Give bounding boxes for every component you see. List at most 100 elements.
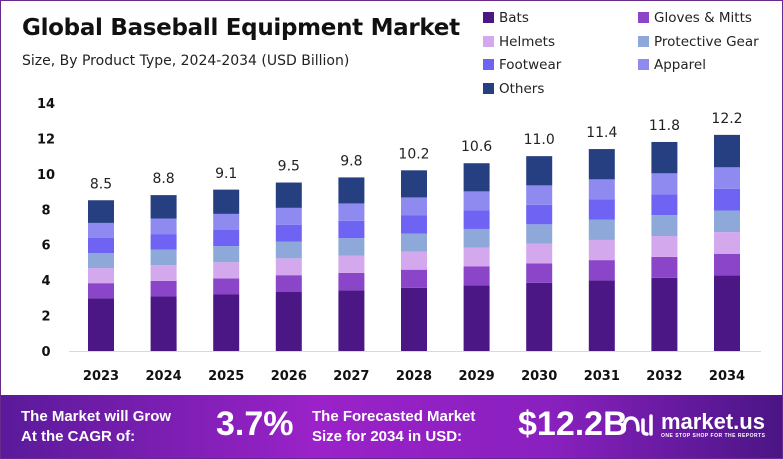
- bar-segment-bats-2032: [651, 277, 678, 351]
- y-tick-label: 2: [41, 310, 50, 325]
- bar-segment-gloves-mitts-2025: [213, 278, 240, 295]
- bar-segment-apparel-2024: [150, 218, 177, 235]
- bar-segment-footwear-2023: [88, 237, 114, 254]
- bar-segment-bats-2026: [275, 292, 302, 351]
- data-label: 10.2: [398, 146, 429, 162]
- bar-segment-others-2025: [213, 189, 240, 214]
- legend-item: Footwear: [483, 57, 561, 73]
- bar-segment-apparel-2023: [88, 222, 114, 238]
- legend-swatch: [483, 82, 494, 94]
- y-tick-label: 4: [41, 274, 50, 289]
- legend-swatch: [638, 59, 649, 70]
- forecast-value: $12.2B: [518, 405, 628, 443]
- y-tick-label: 0: [41, 345, 50, 360]
- bar-segment-protective-gear-2034: [714, 210, 740, 233]
- bar-segment-gloves-mitts-2034: [714, 253, 740, 276]
- bar-segment-helmets-2031: [588, 239, 615, 261]
- bar-segment-bats-2031: [588, 280, 615, 351]
- bar-segment-bats-2028: [401, 287, 427, 351]
- data-label: 9.5: [278, 159, 300, 175]
- x-tick-label: 2034: [709, 369, 745, 384]
- data-label: 11.8: [649, 118, 680, 134]
- data-label: 11.0: [524, 132, 555, 148]
- legend-swatch: [638, 35, 649, 47]
- legend-label: Footwear: [499, 57, 562, 73]
- brand-tagline: ONE STOP SHOP FOR THE REPORTS: [661, 433, 766, 439]
- bar-segment-helmets-2032: [651, 236, 678, 257]
- legend-label: Others: [499, 80, 545, 97]
- bar-segment-gloves-mitts-2032: [651, 256, 678, 278]
- data-label: 9.8: [340, 153, 362, 169]
- x-tick-label: 2029: [459, 369, 495, 384]
- bar-segment-footwear-2030: [526, 204, 553, 225]
- data-label: 11.4: [586, 125, 617, 141]
- legend-item: Bats: [483, 10, 529, 26]
- legend-label: Bats: [499, 10, 529, 26]
- bar-segment-helmets-2030: [526, 243, 553, 264]
- bar-segment-protective-gear-2028: [401, 233, 427, 252]
- bar-segment-protective-gear-2025: [213, 246, 240, 263]
- bar-segment-helmets-2026: [275, 258, 302, 276]
- bar-segment-helmets-2034: [714, 232, 740, 254]
- bar-segment-gloves-mitts-2031: [588, 260, 615, 281]
- x-tick-label: 2028: [396, 369, 432, 384]
- legend-label: Gloves & Mitts: [654, 10, 752, 26]
- legend-item: Helmets: [483, 34, 555, 50]
- bar-segment-bats-2030: [526, 282, 553, 351]
- x-tick-label: 2023: [83, 369, 119, 384]
- bar-chart: 0 2 4 6 8 10 12 14 8.5 2023 8.8 2024 9.1 2025 9.5 2026 9…: [37, 97, 761, 384]
- bar-segment-gloves-mitts-2026: [275, 275, 302, 293]
- footer-banner: The Market will Grow At the CAGR of: 3.7…: [1, 395, 782, 458]
- legend-label: Helmets: [499, 33, 555, 50]
- x-tick-label: 2030: [521, 369, 557, 384]
- bar-segment-apparel-2030: [526, 185, 553, 205]
- bar-segment-helmets-2027: [338, 255, 365, 273]
- legend-swatch: [638, 12, 649, 23]
- bar-segment-others-2030: [526, 156, 553, 186]
- bar-segment-gloves-mitts-2029: [463, 266, 490, 286]
- bar-segment-gloves-mitts-2028: [401, 269, 427, 288]
- bar-segment-bats-2024: [150, 296, 177, 351]
- bar-segment-others-2028: [401, 170, 427, 198]
- bar-segment-footwear-2029: [463, 210, 490, 229]
- bar-segment-gloves-mitts-2024: [150, 280, 177, 297]
- bar-segment-protective-gear-2026: [275, 241, 302, 259]
- bar-segment-apparel-2027: [338, 203, 365, 221]
- data-label: 8.8: [152, 171, 174, 187]
- legend-item: Apparel: [638, 57, 706, 73]
- bar-segment-apparel-2032: [651, 173, 678, 195]
- bar-segment-bats-2023: [88, 298, 114, 351]
- forecast-label-line1: The Forecasted Market: [312, 408, 476, 425]
- forecast-label-line2: Size for 2034 in USD:: [312, 428, 463, 445]
- x-tick-label: 2024: [146, 369, 182, 384]
- bar-segment-others-2029: [463, 163, 490, 192]
- forecast-label: The Forecasted Market Size for 2034 in U…: [312, 407, 475, 447]
- bar-segment-helmets-2025: [213, 262, 240, 279]
- legend-item: Others: [483, 81, 544, 97]
- chart-subtitle: Size, By Product Type, 2024-2034 (USD Bi…: [22, 53, 350, 69]
- bar-segment-footwear-2024: [150, 234, 177, 250]
- market-us-logo-icon: [622, 414, 653, 436]
- data-label: 8.5: [90, 176, 112, 192]
- bar-segment-protective-gear-2027: [338, 238, 365, 256]
- legend-item: Protective Gear: [638, 34, 759, 50]
- x-tick-label: 2025: [208, 369, 244, 384]
- x-tick-label: 2032: [646, 369, 682, 384]
- bar-segment-protective-gear-2029: [463, 228, 490, 248]
- legend-swatch: [483, 35, 494, 47]
- bar-segment-others-2023: [88, 200, 114, 223]
- bar-segment-helmets-2024: [150, 265, 177, 281]
- bar-segment-protective-gear-2023: [88, 253, 114, 269]
- y-tick-label: 12: [37, 132, 55, 147]
- bar-segment-footwear-2025: [213, 230, 240, 247]
- cagr-label-line1: The Market will Grow: [21, 408, 172, 425]
- bar-segment-protective-gear-2031: [588, 219, 615, 240]
- bar-segment-apparel-2025: [213, 213, 240, 231]
- x-tick-label: 2026: [271, 369, 307, 384]
- cagr-label-line2: At the CAGR of:: [21, 428, 136, 445]
- bar-segment-others-2031: [588, 149, 615, 180]
- bar-segment-bats-2027: [338, 290, 365, 351]
- bar-segment-helmets-2028: [401, 251, 427, 270]
- bar-segment-apparel-2034: [714, 167, 740, 189]
- data-label: 12.2: [711, 111, 742, 127]
